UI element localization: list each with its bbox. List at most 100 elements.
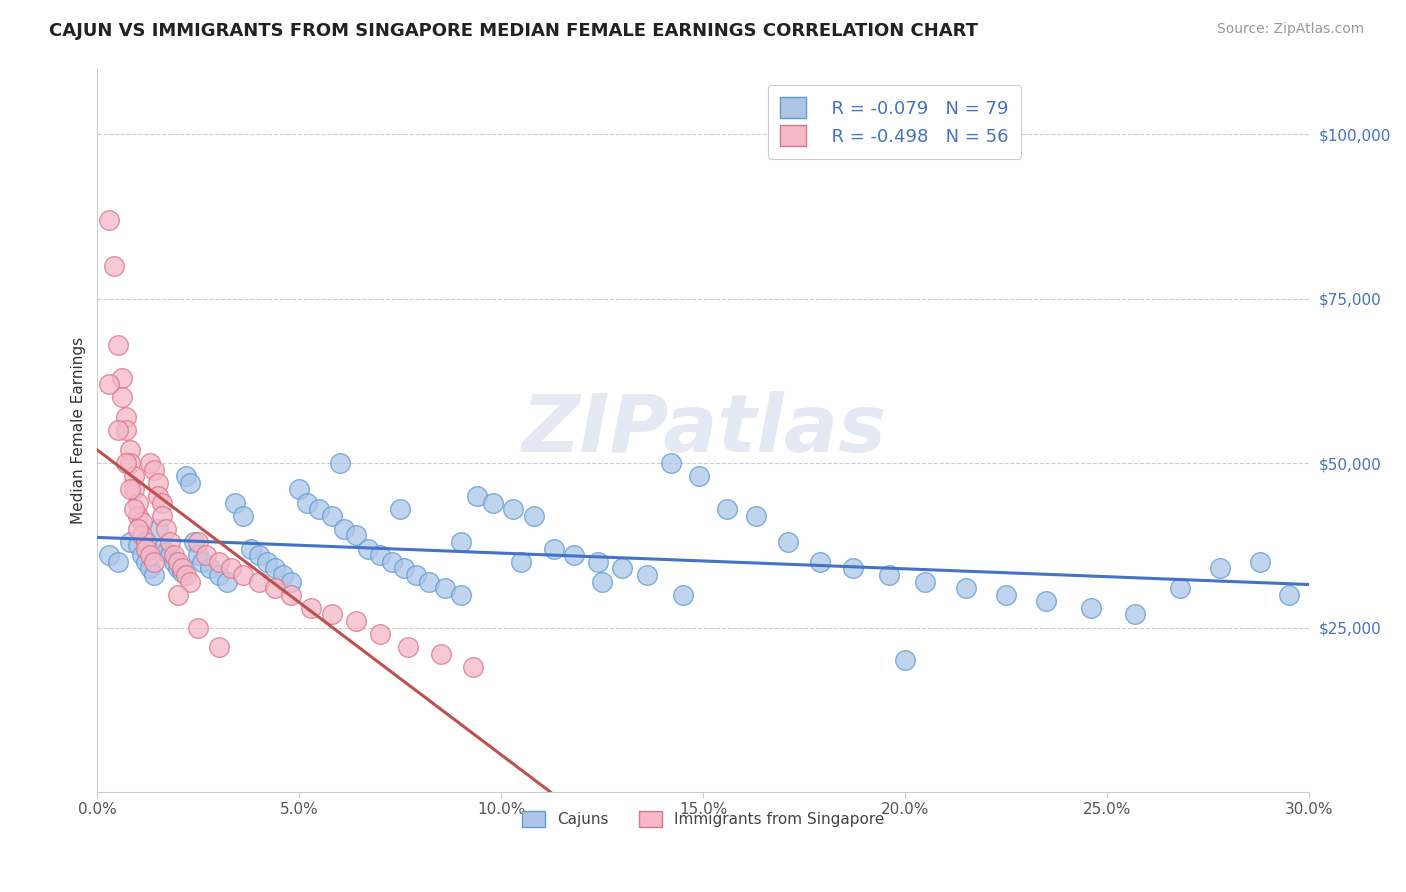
Point [841,561,863,575]
Point [167,561,190,575]
Point [183,535,205,549]
Point [955,581,977,595]
Point [308,502,330,516]
Point [118,442,141,457]
Point [344,614,367,628]
Point [167,588,190,602]
Point [135,541,157,556]
Point [591,574,613,589]
Point [103,259,125,273]
Point [1249,555,1271,569]
Point [1080,600,1102,615]
Point [659,456,682,470]
Point [329,456,352,470]
Point [502,502,524,516]
Point [299,600,322,615]
Point [195,548,218,562]
Point [107,423,129,437]
Point [232,568,254,582]
Point [219,561,242,575]
Point [118,483,141,497]
Point [159,548,181,562]
Point [122,469,145,483]
Point [672,588,695,602]
Point [163,555,186,569]
Point [264,581,287,595]
Point [256,555,278,569]
Point [163,548,186,562]
Point [155,522,177,536]
Point [321,508,343,523]
Point [288,483,311,497]
Point [174,469,197,483]
Point [280,574,302,589]
Point [1278,588,1301,602]
Text: Source: ZipAtlas.com: Source: ZipAtlas.com [1216,22,1364,37]
Point [232,508,254,523]
Point [776,535,799,549]
Point [179,475,201,490]
Point [636,568,658,582]
Point [215,574,238,589]
Point [271,568,294,582]
Point [142,568,165,582]
Point [543,541,565,556]
Point [877,568,900,582]
Point [179,574,201,589]
Point [450,588,472,602]
Point [1123,607,1146,622]
Point [716,502,738,516]
Point [586,555,609,569]
Point [418,574,440,589]
Text: CAJUN VS IMMIGRANTS FROM SINGAPORE MEDIAN FEMALE EARNINGS CORRELATION CHART: CAJUN VS IMMIGRANTS FROM SINGAPORE MEDIA… [49,22,979,40]
Point [995,588,1018,602]
Point [98,377,121,392]
Point [142,555,165,569]
Point [522,508,544,523]
Point [122,483,145,497]
Point [98,212,121,227]
Point [110,370,132,384]
Point [122,502,145,516]
Point [118,456,141,470]
Point [187,621,209,635]
Point [187,548,209,562]
Point [114,456,136,470]
Point [321,607,343,622]
Point [894,653,917,667]
Point [135,535,157,549]
Point [1035,594,1057,608]
Point [207,555,229,569]
Point [461,660,484,674]
Point [150,541,173,556]
Point [139,456,162,470]
Point [1168,581,1191,595]
Point [174,568,197,582]
Point [264,561,287,575]
Point [131,548,153,562]
Text: ZIPatlas: ZIPatlas [520,392,886,469]
Point [98,548,121,562]
Point [1209,561,1232,575]
Point [200,561,222,575]
Point [127,538,149,552]
Point [389,502,412,516]
Point [688,469,710,483]
Point [127,508,149,523]
Point [187,535,209,549]
Point [114,410,136,425]
Point [297,495,319,509]
Point [247,574,270,589]
Point [142,463,165,477]
Point [450,535,472,549]
Point [150,508,173,523]
Point [146,489,169,503]
Point [344,528,367,542]
Point [744,508,766,523]
Point [150,495,173,509]
Point [332,522,354,536]
Point [247,548,270,562]
Point [808,555,831,569]
Point [107,337,129,351]
Point [429,647,451,661]
